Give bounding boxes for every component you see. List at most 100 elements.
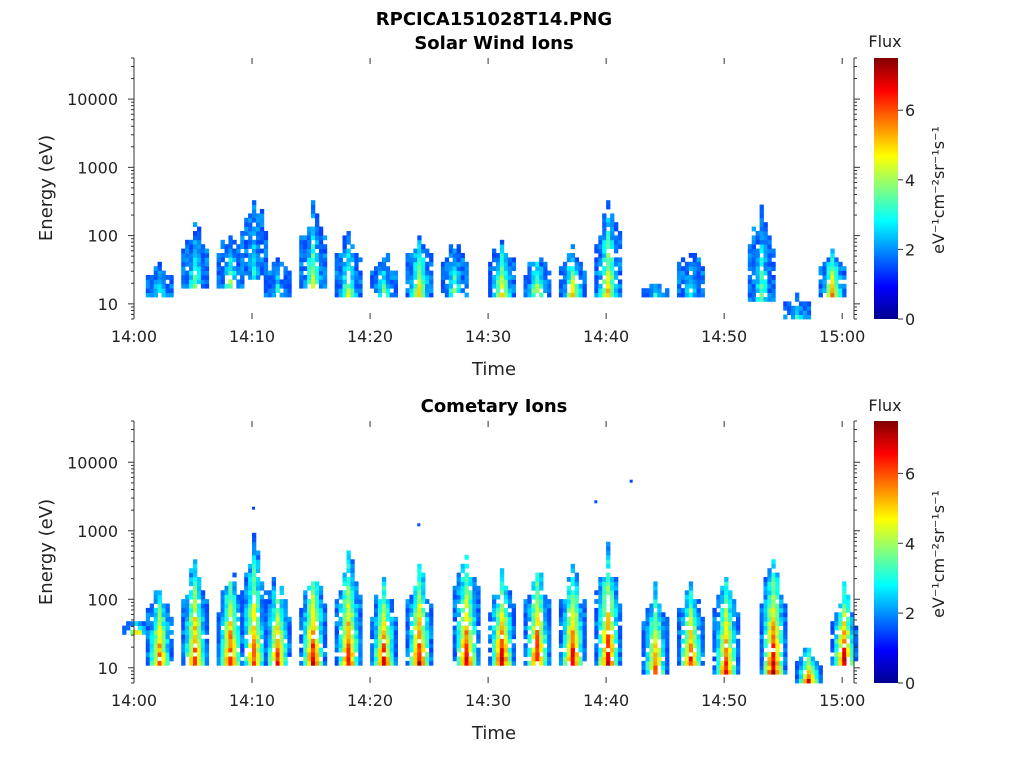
heatmap-cell — [271, 607, 276, 613]
heatmap-cell — [157, 616, 162, 622]
heatmap-cell — [692, 630, 697, 635]
heatmap-cell — [472, 612, 477, 618]
heatmap-cell — [358, 594, 363, 600]
heatmap-cell — [854, 647, 859, 653]
heatmap-cell — [763, 222, 768, 227]
heatmap-cell — [342, 621, 347, 626]
heatmap-cell — [680, 660, 686, 666]
heatmap-cell — [834, 257, 839, 263]
heatmap-cell — [452, 643, 457, 649]
heatmap-cell — [240, 607, 245, 613]
heatmap-cell — [181, 270, 186, 276]
heatmap-cell — [724, 665, 729, 671]
heatmap-cell — [126, 621, 131, 626]
heatmap-cell — [377, 599, 383, 604]
heatmap-cell — [602, 634, 607, 640]
heatmap-cell — [511, 630, 516, 635]
heatmap-cell — [389, 638, 394, 644]
heatmap-cell — [381, 288, 387, 293]
heatmap-cell — [680, 638, 686, 644]
heatmap-cell — [692, 253, 697, 258]
heatmap-cell — [511, 660, 516, 666]
heatmap-cell — [374, 625, 379, 631]
heatmap-cell — [228, 634, 233, 640]
heatmap-cell — [169, 621, 174, 626]
heatmap-cell — [645, 660, 650, 666]
x-tick-label: 14:40 — [583, 691, 629, 710]
heatmap-cell — [370, 283, 375, 289]
heatmap-cell — [417, 568, 422, 573]
heatmap-cell — [342, 656, 347, 662]
heatmap-cell — [795, 305, 800, 311]
heatmap-cell — [728, 634, 733, 640]
heatmap-cell — [236, 244, 241, 249]
heatmap-cell — [240, 235, 245, 241]
heatmap-cell — [153, 643, 158, 649]
heatmap-cell — [252, 226, 257, 232]
heatmap-cell — [311, 244, 316, 249]
heatmap-cell — [830, 643, 835, 649]
heatmap-cell — [539, 621, 544, 626]
heatmap-cell — [346, 638, 351, 644]
heatmap-cell — [763, 226, 768, 232]
heatmap-cell — [570, 625, 575, 631]
heatmap-cell — [606, 288, 611, 293]
heatmap-cell — [617, 270, 623, 276]
heatmap-cell — [263, 292, 269, 298]
heatmap-cell — [680, 270, 686, 276]
heatmap-cell — [460, 577, 465, 582]
heatmap-cell — [775, 590, 780, 596]
heatmap-cell — [838, 283, 843, 289]
heatmap-cell — [511, 275, 516, 280]
heatmap-cell — [684, 292, 690, 298]
heatmap-cell — [318, 253, 324, 258]
heatmap-cell — [200, 257, 206, 263]
heatmap-cell — [834, 275, 839, 280]
heatmap-cell — [370, 652, 375, 657]
heatmap-cell — [350, 625, 355, 631]
heatmap-cell — [649, 652, 654, 657]
heatmap-cell — [696, 625, 701, 631]
heatmap-cell — [385, 616, 391, 622]
ylabel-cometary: Energy (eV) — [36, 499, 57, 605]
heatmap-cell — [562, 612, 568, 618]
heatmap-cell — [354, 634, 359, 640]
heatmap-cell — [582, 643, 587, 649]
heatmap-cell — [767, 261, 772, 267]
heatmap-cell — [354, 257, 359, 263]
heatmap-cell — [389, 652, 394, 657]
heatmap-cell — [665, 634, 670, 640]
ticks-solar-wind: 14:00 14:10 14:20 14:30 14:40 14:50 15:0010100… — [67, 57, 865, 346]
heatmap-cell — [830, 266, 835, 271]
heatmap-cell — [149, 630, 154, 635]
heatmap-cell — [374, 616, 379, 622]
heatmap-cell — [771, 634, 776, 640]
heatmap-cell — [771, 266, 776, 271]
heatmap-cell — [236, 270, 241, 276]
heatmap-cell — [244, 660, 249, 666]
heatmap-cell — [523, 279, 528, 285]
heatmap-cell — [838, 612, 843, 618]
heatmap-cell — [566, 590, 572, 596]
heatmap-cell — [783, 625, 788, 631]
heatmap-cell — [311, 656, 316, 662]
heatmap-cell — [370, 270, 375, 276]
heatmap-cell — [692, 656, 697, 662]
heatmap-cell — [763, 244, 768, 249]
heatmap-cell — [460, 634, 465, 640]
heatmap-cell — [598, 235, 603, 241]
heatmap-cell — [279, 621, 284, 626]
heatmap-cell — [724, 647, 729, 653]
heatmap-cell — [531, 634, 536, 640]
heatmap-cell — [377, 625, 383, 631]
heatmap-cell — [244, 253, 249, 258]
heatmap-cell — [429, 647, 434, 653]
heatmap-cell — [334, 638, 339, 644]
heatmap-cell — [767, 283, 772, 289]
heatmap-cell — [452, 616, 457, 622]
heatmap-cell — [228, 630, 233, 635]
heatmap-cell — [381, 257, 387, 263]
heatmap-cell — [149, 275, 154, 280]
heatmap-cell — [578, 660, 583, 666]
heatmap-cell — [204, 270, 210, 276]
